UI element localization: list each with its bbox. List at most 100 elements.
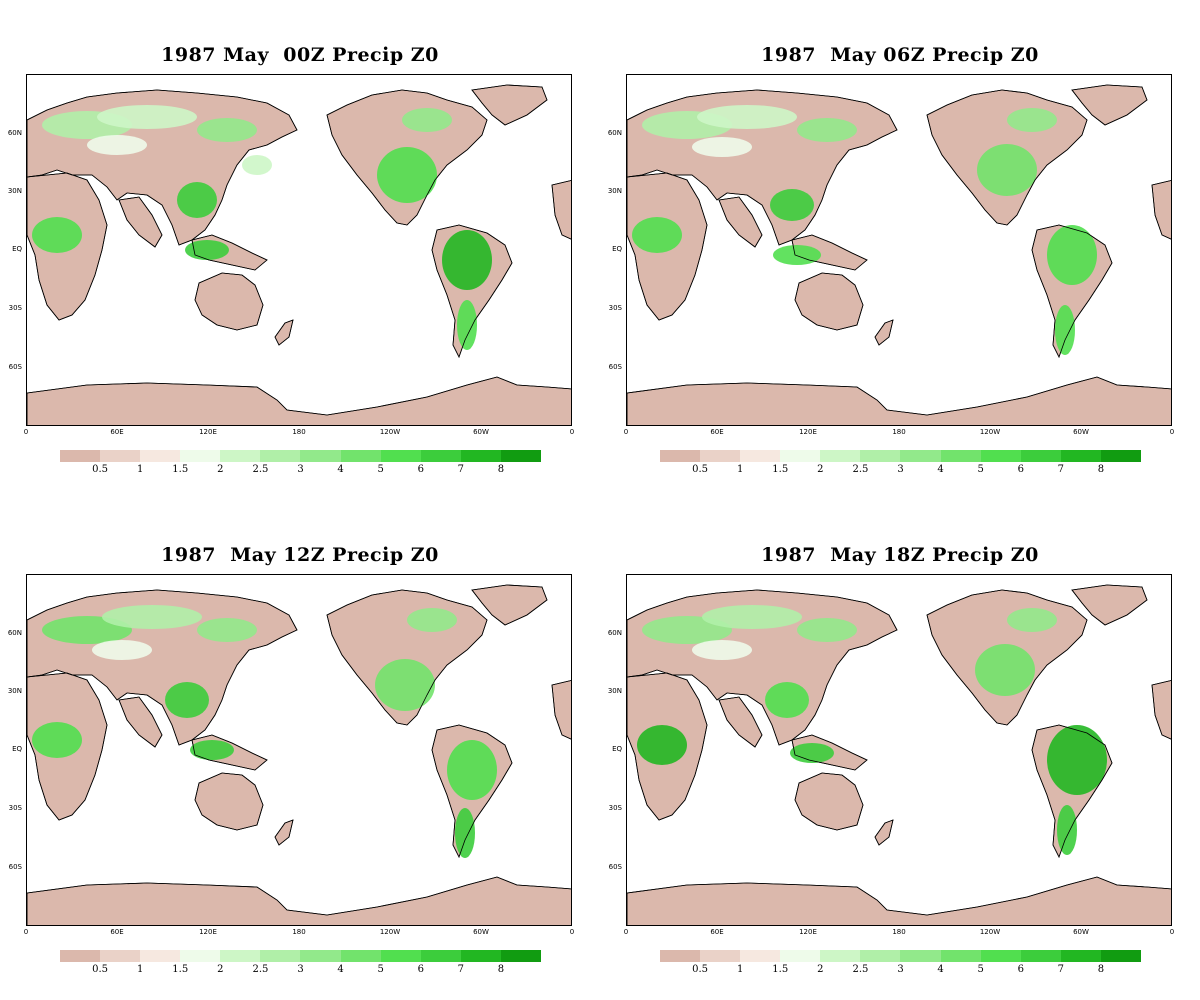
colorbar-swatch — [700, 450, 741, 462]
latitude-label: 30S — [8, 804, 22, 812]
coastline — [627, 876, 1171, 925]
colorbar-swatch — [1060, 950, 1101, 962]
colorbar-label: 5 — [377, 964, 384, 975]
colorbar-swatch — [220, 950, 261, 962]
colorbar-swatch — [860, 450, 901, 462]
map-frame — [26, 574, 572, 926]
colorbar-swatch — [780, 950, 821, 962]
coastline — [27, 376, 571, 425]
coastline — [326, 89, 488, 226]
coastline — [431, 724, 513, 859]
colorbar-swatch — [980, 450, 1021, 462]
longitude-label: 60W — [473, 428, 489, 436]
latitude-label: 60S — [8, 363, 22, 371]
latitude-label: 60N — [607, 629, 622, 637]
coastline — [1071, 584, 1148, 626]
coastline — [194, 772, 264, 831]
colorbar-swatch — [380, 450, 421, 462]
colorbar-swatch — [100, 950, 141, 962]
precip-region — [1007, 608, 1057, 632]
colorbar-swatch — [1020, 950, 1061, 962]
coastline — [191, 234, 268, 271]
colorbar-label: 7 — [457, 464, 465, 475]
latitude-label: 60N — [7, 629, 22, 637]
precip-region — [1057, 805, 1077, 855]
colorbar-swatch — [180, 950, 221, 962]
map-panel-12z: 1987 May 12Z Precip Z0 60N 30N EQ 30S 60S 0 60… — [0, 500, 600, 1000]
latitude-label: EQ — [12, 245, 22, 253]
colorbar-label: 6 — [1017, 964, 1024, 975]
colorbar-label: 0.5 — [692, 464, 709, 475]
coastline — [627, 89, 898, 246]
longitude-label: 0 — [23, 428, 29, 436]
land-mass — [1151, 180, 1171, 240]
map-panel-18z: 1987 May 18Z Precip Z0 60N 30N EQ 30S 60S 0 60… — [600, 500, 1200, 1000]
land-mass — [794, 272, 864, 331]
colorbar-swatch — [220, 450, 261, 462]
panel-title: 1987 May 12Z Precip Z0 — [161, 544, 439, 566]
precip-region — [377, 147, 437, 203]
coastline — [926, 89, 1088, 226]
latitude-label: 60S — [608, 363, 622, 371]
coastline — [27, 672, 108, 821]
coastline — [27, 89, 298, 246]
colorbar-swatch — [380, 950, 421, 962]
colorbar-swatch — [1020, 450, 1061, 462]
latitude-label: 60N — [7, 129, 22, 137]
precip-region — [407, 608, 457, 632]
colorbar-label: 2.5 — [252, 964, 269, 975]
longitude-label: 0 — [1169, 928, 1175, 936]
panel-title: 1987 May 00Z Precip Z0 — [161, 44, 439, 66]
precip-region — [402, 108, 452, 132]
precip-map — [627, 84, 1171, 425]
colorbar-swatch — [500, 950, 541, 962]
precip-region — [1047, 225, 1097, 285]
precip-region — [765, 682, 809, 718]
colorbar-swatch — [60, 450, 101, 462]
colorbar-swatch — [820, 450, 861, 462]
colorbar-label: 0.5 — [692, 964, 709, 975]
latitude-label: EQ — [12, 745, 22, 753]
colorbar-swatch — [460, 950, 501, 962]
precip-region — [190, 740, 234, 760]
colorbar-label: 1 — [736, 964, 744, 975]
colorbar-swatch — [180, 450, 221, 462]
coastline — [194, 272, 264, 331]
coastline — [718, 696, 763, 748]
colorbar-label: 8 — [1097, 464, 1105, 475]
coastline — [926, 589, 1088, 726]
coastline — [27, 172, 108, 321]
longitude-label: 120W — [379, 928, 401, 936]
colorbar-label: 8 — [497, 964, 505, 975]
land-mass — [194, 772, 264, 831]
colorbar-label: 1.5 — [772, 464, 789, 475]
longitude-label: 120E — [799, 928, 817, 936]
colorbar-swatch — [100, 450, 141, 462]
colorbar-swatch — [900, 450, 941, 462]
longitude-label: 60E — [710, 428, 724, 436]
coastline — [627, 172, 708, 321]
map-frame — [626, 574, 1172, 926]
precip-region — [457, 300, 477, 350]
colorbar-swatch — [820, 950, 861, 962]
colorbar-label: 0.5 — [92, 964, 109, 975]
colorbar-label: 1.5 — [172, 964, 189, 975]
coastline — [27, 589, 298, 746]
coastline — [27, 876, 571, 925]
precip-region — [97, 105, 197, 129]
longitude-label: 0 — [569, 928, 575, 936]
colorbar-label: 6 — [1017, 464, 1024, 475]
colorbar-swatch — [700, 950, 741, 962]
precip-region — [447, 740, 497, 800]
coastline — [1151, 180, 1171, 240]
coastline — [191, 734, 268, 771]
coastline — [1031, 224, 1113, 359]
precip-region — [977, 144, 1037, 196]
precip-region — [455, 808, 475, 858]
precip-region — [177, 182, 217, 218]
colorbar — [660, 450, 1141, 462]
colorbar-label: 3 — [897, 964, 904, 975]
colorbar-swatch — [860, 950, 901, 962]
coastline — [118, 696, 163, 748]
coastline — [794, 772, 864, 831]
